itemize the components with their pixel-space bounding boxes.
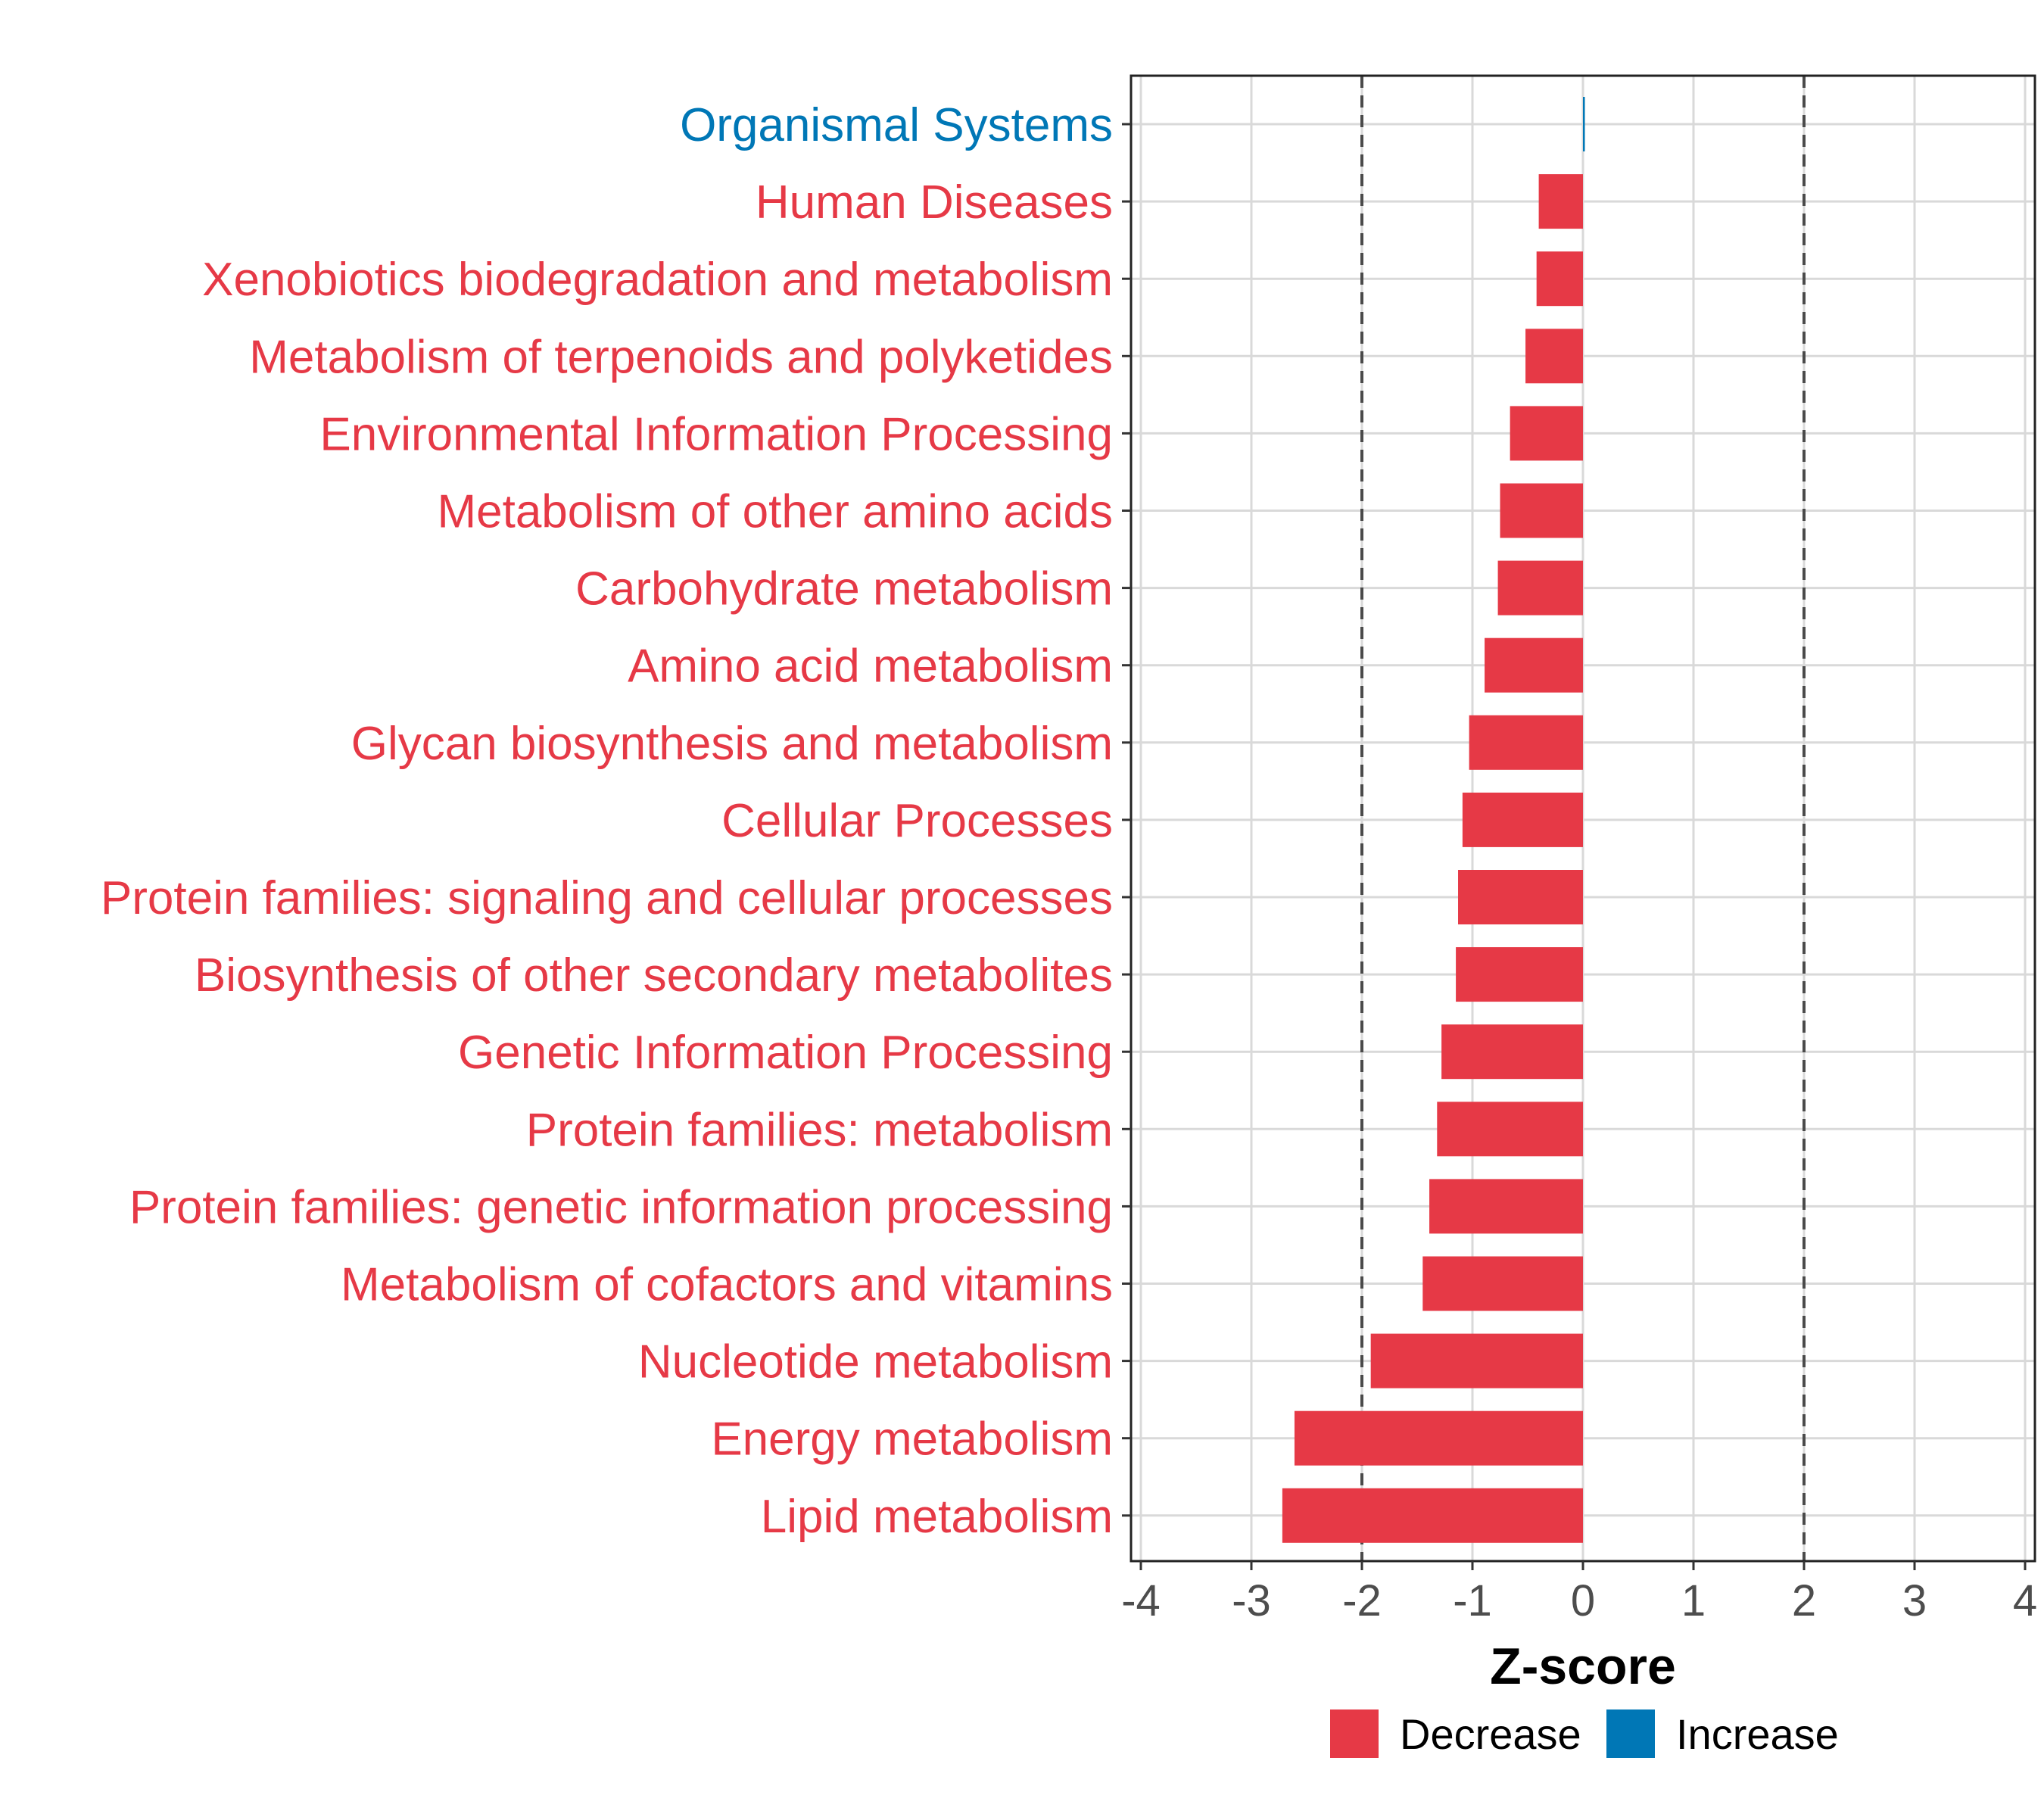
y-tick-label: Protein families: genetic information pr… [129,1181,1113,1233]
bar [1294,1410,1583,1466]
y-tick-label: Organismal Systems [680,99,1113,151]
bar [1510,406,1583,461]
bar [1538,174,1583,229]
bar [1437,1102,1583,1157]
y-tick-label: Metabolism of terpenoids and polyketides [249,331,1113,383]
x-tick-label: 4 [2013,1576,2037,1625]
bar [1485,637,1583,693]
y-tick-label: Protein families: signaling and cellular… [101,872,1113,924]
y-tick-label: Metabolism of cofactors and vitamins [341,1259,1113,1311]
x-tick-label: -3 [1232,1576,1271,1625]
x-tick-label: -2 [1342,1576,1382,1625]
x-tick-label: 1 [1681,1576,1706,1625]
y-tick-label: Energy metabolism [711,1413,1113,1466]
bar [1441,1024,1583,1080]
bar [1583,97,1585,151]
y-tick-label: Genetic Information Processing [458,1027,1113,1079]
y-tick-label: Xenobiotics biodegradation and metabolis… [202,254,1113,306]
bar [1456,947,1583,1002]
y-tick-label: Cellular Processes [721,795,1113,847]
bar [1500,483,1583,538]
legend-label: Increase [1676,1710,1839,1758]
legend-swatch [1606,1709,1655,1758]
bar [1469,715,1583,770]
bar [1429,1179,1583,1234]
y-tick-label: Carbohydrate metabolism [575,563,1113,616]
bar [1282,1488,1583,1543]
bar [1536,251,1583,307]
y-tick-label: Biosynthesis of other secondary metaboli… [195,949,1113,1002]
y-tick-label: Glycan biosynthesis and metabolism [351,718,1113,770]
legend-swatch [1330,1709,1379,1758]
x-tick-label: -4 [1121,1576,1161,1625]
bar [1370,1333,1583,1388]
y-tick-label: Protein families: metabolism [526,1104,1113,1156]
x-tick-label: 0 [1571,1576,1595,1625]
y-tick-label: Environmental Information Processing [319,408,1113,460]
legend: Decrease Increase [1330,1709,1839,1758]
bar [1458,870,1583,924]
y-tick-label: Nucleotide metabolism [638,1336,1113,1388]
bars [1282,97,1585,1543]
bar [1525,329,1583,384]
y-tick-label: Metabolism of other amino acids [437,486,1113,538]
x-axis-title: Z-score [1490,1638,1676,1695]
x-tick-label: 3 [1902,1576,1927,1625]
legend-label: Decrease [1400,1710,1581,1758]
bar [1497,560,1583,616]
y-axis-ticks: Organismal Systems Human Diseases Xenobiot… [101,99,1131,1543]
y-tick-label: Lipid metabolism [761,1491,1113,1543]
x-axis-ticks: -4 -3 -2 -1 0 1 2 3 4 [1121,1561,2037,1625]
reference-lines [1360,76,1806,1561]
bar [1462,792,1583,847]
x-tick-label: -1 [1453,1576,1492,1625]
bar [1422,1256,1583,1311]
y-tick-label: Amino acid metabolism [628,640,1113,693]
y-tick-label: Human Diseases [756,176,1113,229]
x-tick-label: 2 [1792,1576,1816,1625]
